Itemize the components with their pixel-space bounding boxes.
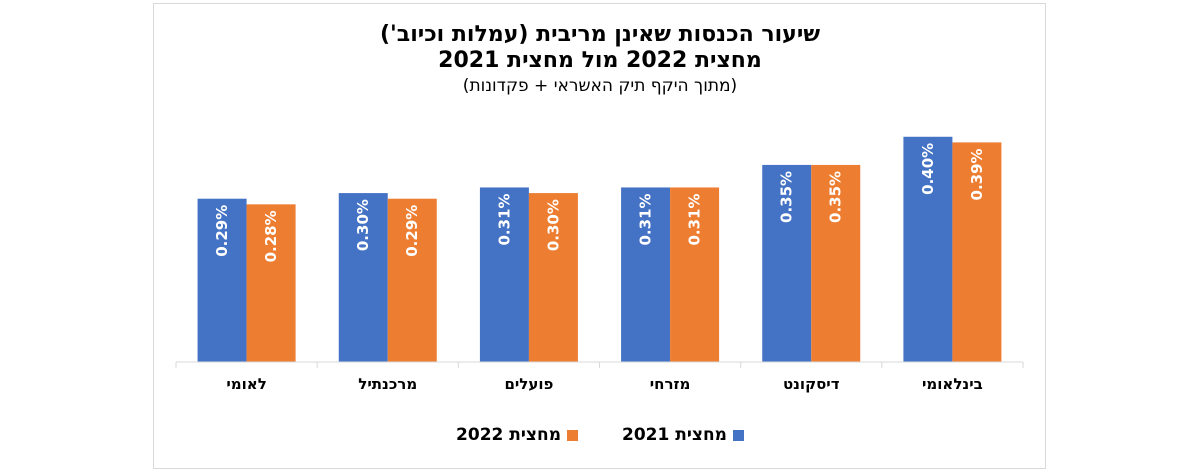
bar-2022-4 (387, 198, 437, 362)
bar-2021-5 (197, 198, 247, 362)
bar-2021-3 (479, 187, 529, 362)
bar-value-label: 0.29% (213, 205, 231, 257)
legend-item-2022: מחצית 2022 (456, 425, 578, 445)
bar-value-label: 0.35% (778, 171, 796, 223)
chart-note: (מתוך היקף תיק האשראי + פקדונות) (462, 76, 738, 96)
bar-2022-5 (246, 204, 296, 362)
bar-2022-2 (670, 187, 720, 362)
bar-value-label: 0.31% (686, 193, 704, 245)
legend: מחצית 2021 מחצית 2022 (0, 425, 1200, 445)
category-label: פועלים (504, 375, 553, 393)
legend-label-2021: מחצית 2021 (622, 425, 727, 445)
category-label: מרכנתיל (358, 375, 417, 393)
bar-2022-1 (811, 164, 861, 362)
bar-value-label: 0.40% (919, 143, 937, 195)
bar-value-label: 0.35% (827, 171, 845, 223)
bar-2021-1 (762, 164, 812, 362)
bar-2022-0 (952, 142, 1002, 362)
bar-value-label: 0.30% (544, 199, 562, 251)
legend-swatch-2022 (567, 429, 578, 441)
bar-value-label: 0.30% (354, 199, 372, 251)
bar-2021-2 (621, 187, 671, 362)
legend-label-2022: מחצית 2022 (456, 425, 561, 445)
chart-title: שיעור הכנסות שאינן מריבית (עמלות וכיוב') (379, 22, 820, 47)
bar-value-label: 0.31% (637, 193, 655, 245)
bar-2022-3 (528, 193, 578, 362)
bar-value-label: 0.31% (495, 193, 513, 245)
bar-value-label: 0.39% (968, 148, 986, 200)
legend-swatch-2021 (732, 429, 744, 441)
bar-value-label: 0.28% (262, 210, 280, 262)
category-label: דיסקונט (783, 375, 840, 393)
chart-frame (153, 3, 1046, 469)
category-label: מזרחי (650, 375, 691, 393)
bar-2021-4 (338, 193, 388, 362)
category-label: לאומי (226, 375, 266, 393)
bar-value-label: 0.29% (403, 205, 421, 257)
chart-subtitle: מחצית 2022 מול מחצית 2021 (438, 48, 762, 73)
bar-2021-0 (903, 136, 953, 362)
category-label: בינלאומי (922, 375, 983, 393)
legend-item-2021: מחצית 2021 (622, 425, 744, 445)
